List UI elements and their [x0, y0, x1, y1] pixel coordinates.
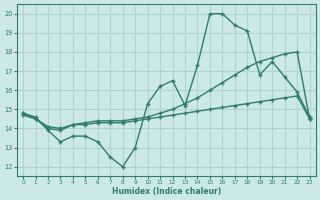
X-axis label: Humidex (Indice chaleur): Humidex (Indice chaleur): [112, 187, 221, 196]
